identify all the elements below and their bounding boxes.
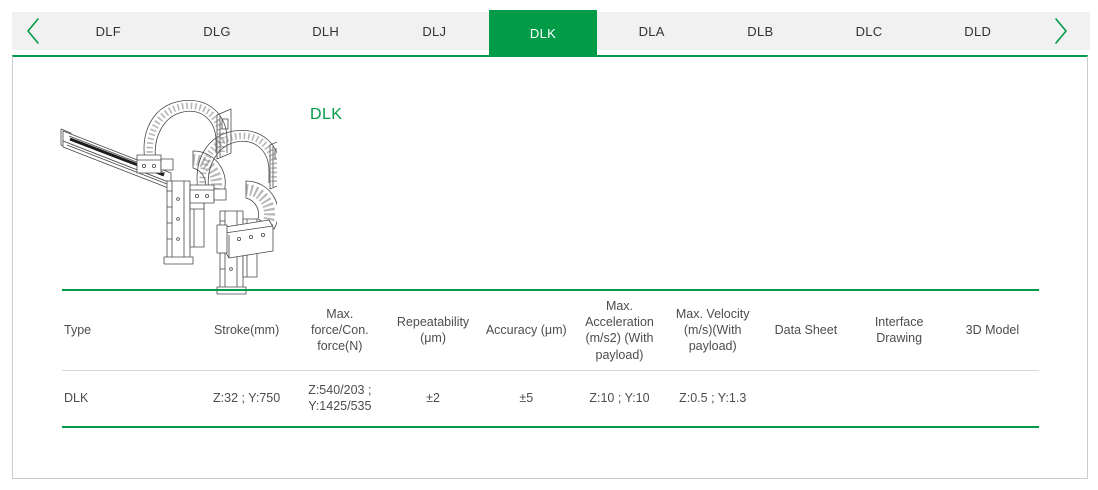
column-header-9: 3D Model	[945, 290, 1039, 371]
tab-dlg[interactable]: DLG	[203, 23, 231, 39]
spec-table: Type Stroke(mm) Max. force/Con. force(N) Re…	[62, 289, 1039, 428]
tab-dlc[interactable]: DLC	[855, 23, 883, 39]
column-header-0: Type	[62, 290, 200, 371]
tab-dld[interactable]: DLD	[964, 23, 992, 39]
cell-r0-c5: Z:10 ; Y:10	[589, 391, 650, 406]
column-header-7: Data Sheet	[759, 290, 853, 371]
tab-dlk[interactable]: DLK	[488, 10, 598, 57]
series-tabs: DLF DLG DLH DLJ DLK DLA DLB DLC DLD	[54, 10, 1032, 57]
tab-dlh[interactable]: DLH	[312, 23, 340, 39]
column-header-1: Stroke(mm)	[200, 290, 294, 371]
next-series-button[interactable]	[1032, 12, 1090, 50]
tab-dlb[interactable]: DLB	[747, 23, 774, 39]
series-title: DLK	[310, 106, 343, 123]
column-header-5: Max. Acceleration (m/s2) (With payload)	[572, 290, 667, 371]
column-header-4: Accuracy (μm)	[479, 290, 573, 371]
tab-dlj[interactable]: DLJ	[422, 23, 447, 39]
chevron-left-icon	[27, 18, 39, 44]
prev-series-button[interactable]	[12, 12, 54, 50]
table-row: DLK Z:32 ; Y:750 Z:540/203 ; Y:1425/535 ±2 ±…	[62, 370, 1039, 427]
chevron-right-icon	[1055, 18, 1067, 44]
cell-r0-c1: Z:32 ; Y:750	[213, 391, 281, 406]
column-header-3: Repeatability (μm)	[386, 290, 480, 371]
cell-r0-c0: DLK	[64, 391, 89, 406]
column-header-8: Interface Drawing	[852, 290, 946, 371]
series-tabbar: DLF DLG DLH DLJ DLK DLA DLB DLC DLD	[12, 10, 1090, 57]
spec-table-header-row: Type Stroke(mm) Max. force/Con. force(N) Re…	[62, 290, 1039, 371]
cell-r0-c8	[853, 370, 946, 427]
cell-r0-c3: ±2	[426, 391, 440, 406]
series-detail-panel: DLK Type Stroke(mm) Max. force/Con. force(…	[12, 55, 1088, 479]
column-header-2: Max. force/Con. force(N)	[293, 290, 387, 371]
product-line-drawing-image	[60, 87, 277, 295]
cell-r0-c7	[759, 370, 852, 427]
cell-r0-c6: Z:0.5 ; Y:1.3	[679, 391, 747, 406]
cell-r0-c4: ±5	[519, 391, 534, 406]
tab-dla[interactable]: DLA	[638, 23, 665, 39]
tab-dlf[interactable]: DLF	[95, 23, 122, 39]
cell-r0-c2: Z:540/203 ; Y:1425/535	[308, 383, 372, 414]
cell-r0-c9	[946, 370, 1039, 427]
column-header-6: Max. Velocity (m/s)(With payload)	[666, 290, 760, 371]
